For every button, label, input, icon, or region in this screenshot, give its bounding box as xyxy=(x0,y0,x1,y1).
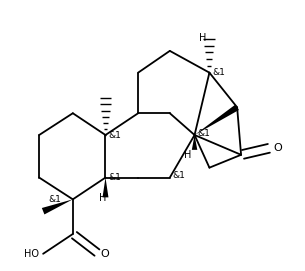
Polygon shape xyxy=(192,135,197,150)
Text: &1: &1 xyxy=(109,173,121,182)
Polygon shape xyxy=(102,178,109,197)
Text: &1: &1 xyxy=(198,128,210,137)
Text: H: H xyxy=(99,193,106,204)
Text: &1: &1 xyxy=(109,131,121,140)
Text: &1: &1 xyxy=(48,195,61,204)
Text: H: H xyxy=(184,150,191,160)
Text: O: O xyxy=(101,249,109,259)
Polygon shape xyxy=(195,105,239,135)
Text: HO: HO xyxy=(24,249,39,259)
Polygon shape xyxy=(42,199,73,214)
Text: O: O xyxy=(274,143,282,153)
Text: H: H xyxy=(199,33,206,43)
Text: &1: &1 xyxy=(212,68,225,77)
Text: &1: &1 xyxy=(173,171,186,180)
